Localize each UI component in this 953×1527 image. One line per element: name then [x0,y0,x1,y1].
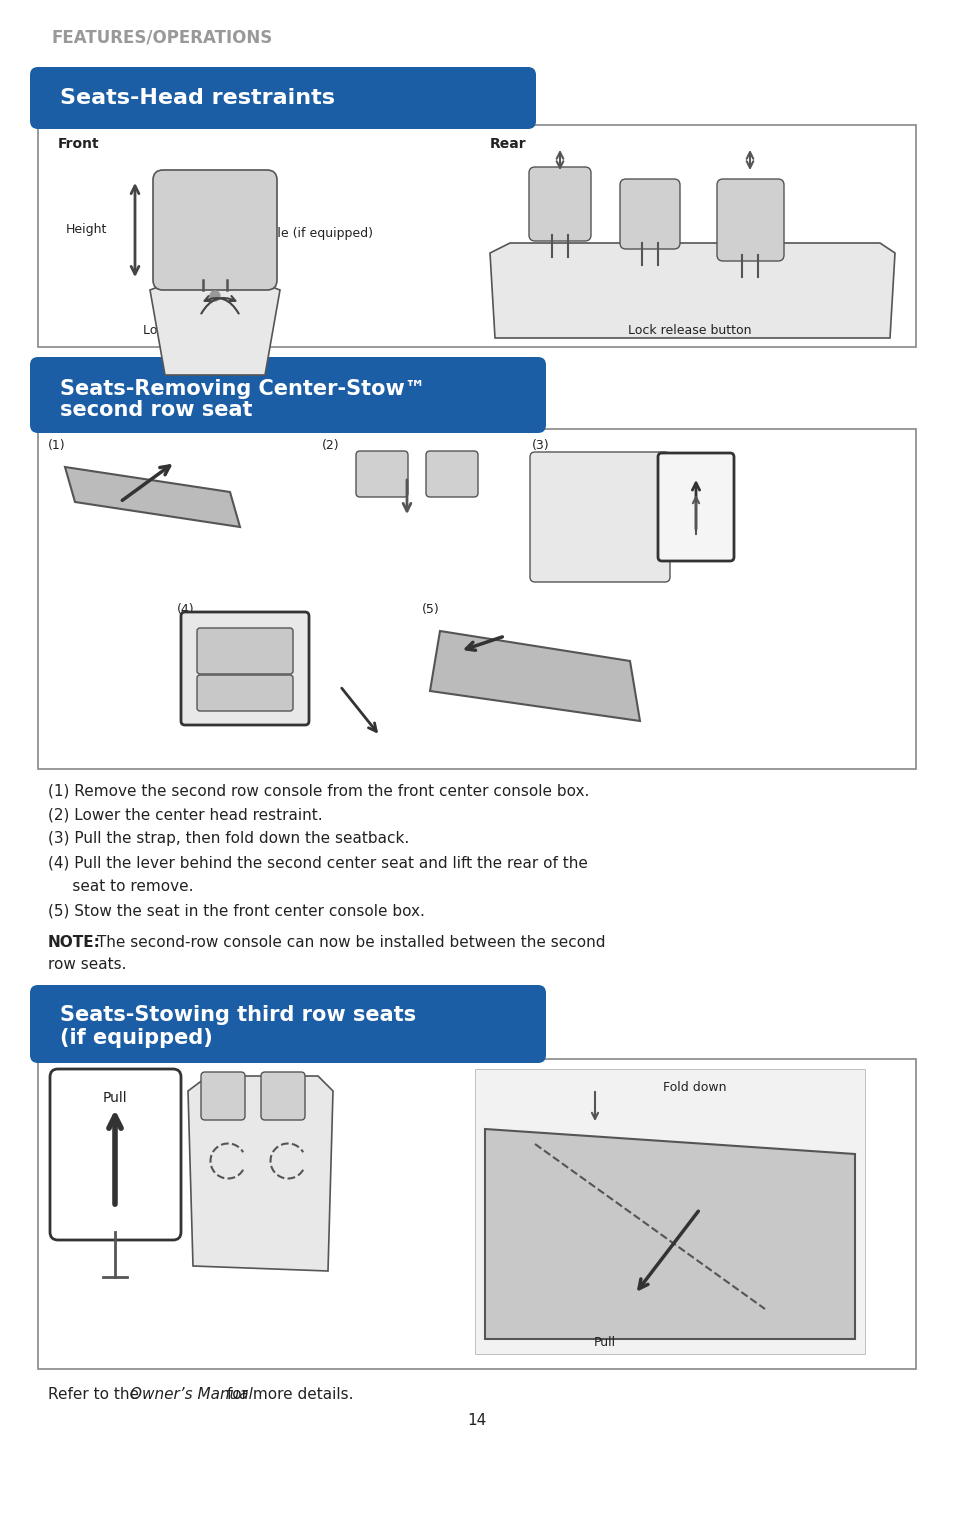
FancyBboxPatch shape [30,357,545,434]
FancyBboxPatch shape [181,612,309,725]
Polygon shape [490,243,894,337]
Text: Lock release button: Lock release button [628,324,751,337]
Text: Front: Front [58,137,99,151]
Text: Seats-Removing Center-Stow™: Seats-Removing Center-Stow™ [60,379,425,399]
Text: FEATURES/OPERATIONS: FEATURES/OPERATIONS [52,29,273,47]
Text: row seats.: row seats. [48,957,127,973]
Bar [38,429,915,770]
FancyBboxPatch shape [196,628,293,673]
FancyBboxPatch shape [196,675,293,712]
Text: Angle (if equipped): Angle (if equipped) [253,226,373,240]
Polygon shape [484,1128,854,1339]
Text: (5): (5) [421,603,439,615]
Bar [38,125,915,347]
FancyBboxPatch shape [50,1069,181,1240]
FancyBboxPatch shape [152,169,276,290]
Text: (4): (4) [177,603,194,615]
Text: 14: 14 [467,1412,486,1428]
FancyBboxPatch shape [201,1072,245,1119]
Text: second row seat: second row seat [60,400,253,420]
Text: (2) Lower the center head restraint.: (2) Lower the center head restraint. [48,806,322,822]
Bar [38,1060,915,1370]
Text: (1) Remove the second row console from the front center console box.: (1) Remove the second row console from t… [48,783,589,799]
Text: (3) Pull the strap, then fold down the seatback.: (3) Pull the strap, then fold down the s… [48,831,409,846]
Text: (3): (3) [532,438,549,452]
FancyBboxPatch shape [426,450,477,496]
Text: Seats-Head restraints: Seats-Head restraints [60,89,335,108]
Text: NOTE:: NOTE: [48,935,101,950]
Text: The second-row console can now be installed between the second: The second-row console can now be instal… [91,935,605,950]
Polygon shape [430,631,639,721]
Text: Lock release button: Lock release button [143,324,267,337]
FancyBboxPatch shape [530,452,669,582]
Text: Height: Height [66,223,107,237]
Text: seat to remove.: seat to remove. [48,880,193,893]
Circle shape [210,292,220,301]
FancyBboxPatch shape [658,454,733,560]
FancyArrowPatch shape [204,296,238,313]
Text: Seats-Stowing third row seats: Seats-Stowing third row seats [60,1005,416,1025]
Text: Fold down: Fold down [662,1081,726,1093]
Text: Rear: Rear [490,137,526,151]
FancyBboxPatch shape [261,1072,305,1119]
FancyBboxPatch shape [355,450,408,496]
Polygon shape [65,467,240,527]
Text: (1): (1) [48,438,66,452]
FancyBboxPatch shape [717,179,783,261]
FancyBboxPatch shape [30,67,536,128]
Polygon shape [188,1077,333,1270]
Text: Pull: Pull [103,1090,127,1106]
FancyBboxPatch shape [529,166,590,241]
Text: Refer to the: Refer to the [48,1387,144,1402]
FancyBboxPatch shape [619,179,679,249]
Text: (2): (2) [322,438,339,452]
Text: Pull: Pull [594,1336,616,1348]
FancyBboxPatch shape [30,985,545,1063]
Polygon shape [150,286,280,376]
Text: for more details.: for more details. [222,1387,354,1402]
Text: Owner’s Manual: Owner’s Manual [130,1387,253,1402]
Text: (if equipped): (if equipped) [60,1028,213,1048]
FancyArrowPatch shape [201,296,235,313]
Text: (4) Pull the lever behind the second center seat and lift the rear of the: (4) Pull the lever behind the second cen… [48,855,587,870]
Bar [475,1069,864,1354]
Text: (5) Stow the seat in the front center console box.: (5) Stow the seat in the front center co… [48,902,424,918]
